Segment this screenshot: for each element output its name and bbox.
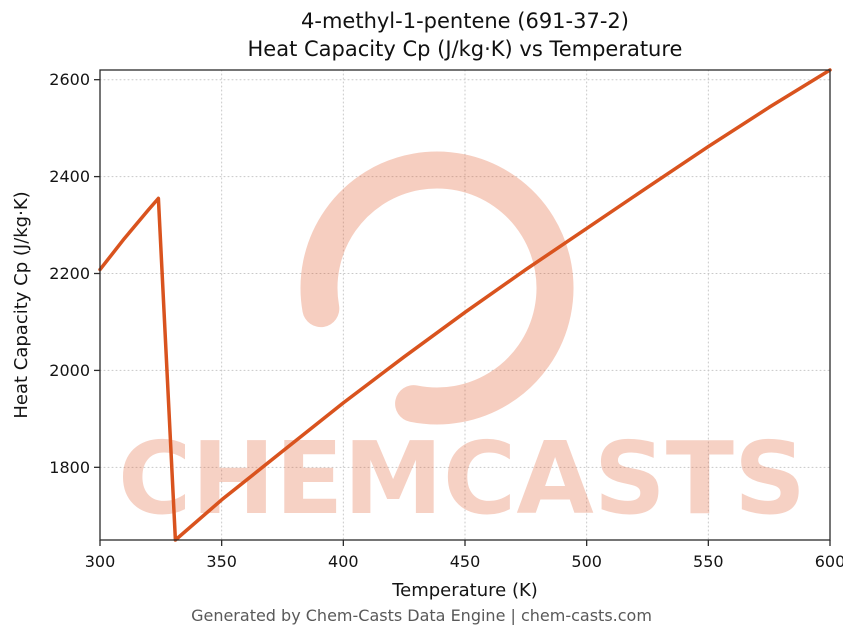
y-axis-label: Heat Capacity Cp (J/kg·K) <box>11 191 32 418</box>
y-tick-label: 2000 <box>49 361 90 380</box>
chart-title-line1: 4-methyl-1-pentene (691-37-2) <box>301 9 629 33</box>
x-tick-label: 450 <box>450 552 481 571</box>
axis-ticks <box>94 79 831 546</box>
y-tick-label: 2400 <box>49 167 90 186</box>
chart-title-line2: Heat Capacity Cp (J/kg·K) vs Temperature <box>247 36 683 61</box>
data-series <box>98 68 832 542</box>
y-tick-label: 2200 <box>49 264 90 283</box>
watermark-text: CHEMCASTS <box>118 420 806 537</box>
x-tick-label: 350 <box>206 552 237 571</box>
x-tick-label: 500 <box>571 552 602 571</box>
x-tick-label: 300 <box>85 552 116 571</box>
footer-caption: Generated by Chem-Casts Data Engine | ch… <box>191 606 652 625</box>
x-axis-label: Temperature (K) <box>391 580 538 601</box>
y-tick-label: 1800 <box>49 458 90 477</box>
tick-labels: 300 350 400 450 500 550 600 1800 2000 2200 2400 260… <box>49 70 843 571</box>
x-tick-label: 400 <box>328 552 359 571</box>
x-tick-label: 600 <box>815 552 843 571</box>
y-tick-label: 2600 <box>49 70 90 89</box>
cp-curve <box>98 68 832 542</box>
watermark: CHEMCASTS <box>118 151 806 537</box>
x-tick-label: 550 <box>693 552 724 571</box>
watermark-ring-icon <box>300 151 574 425</box>
chart-title: 4-methyl-1-pentene (691-37-2) Heat Capac… <box>100 8 830 63</box>
